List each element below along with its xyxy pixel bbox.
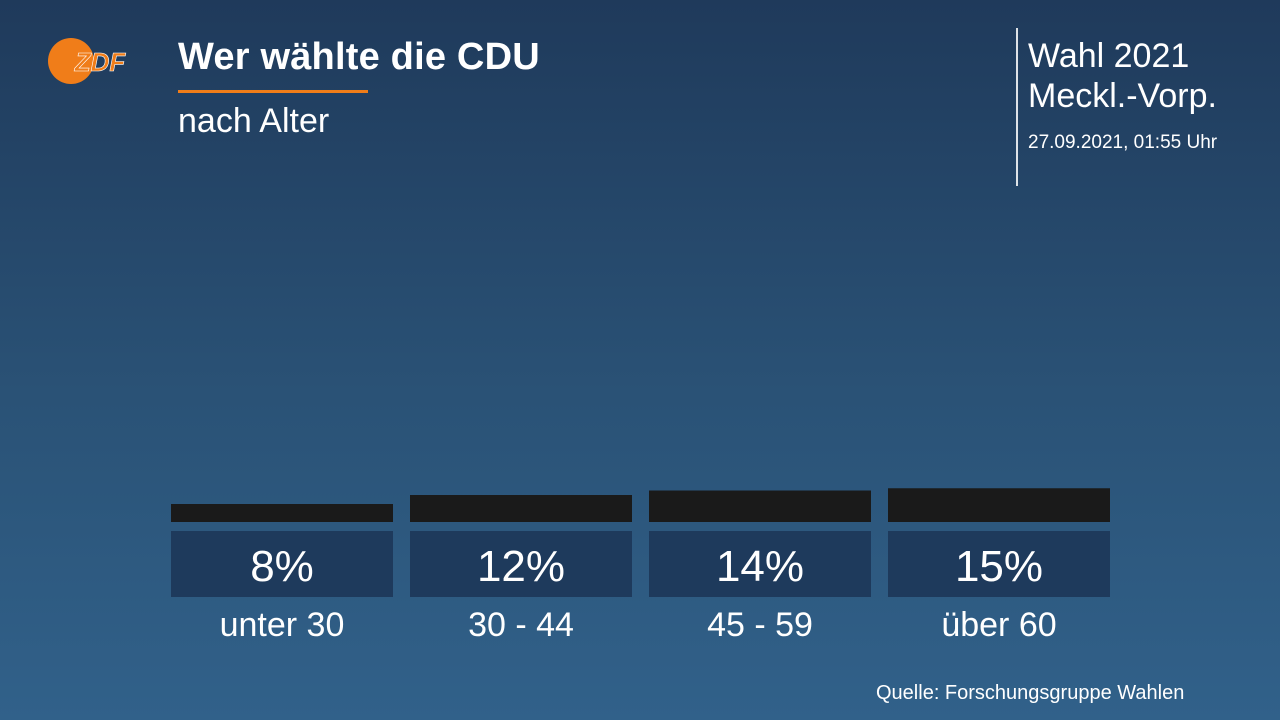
value-label-3: 14% bbox=[716, 542, 804, 591]
bar-4 bbox=[888, 488, 1110, 522]
zdf-logo: ZDF bbox=[48, 38, 127, 84]
value-label-4: 15% bbox=[955, 542, 1043, 591]
svg-text:ZDF: ZDF bbox=[74, 47, 127, 77]
value-label-1: 8% bbox=[250, 542, 314, 591]
category-label-1: unter 30 bbox=[220, 606, 345, 644]
value-label-2: 12% bbox=[477, 542, 565, 591]
value-box-2 bbox=[410, 531, 632, 597]
category-label-4: über 60 bbox=[941, 606, 1056, 644]
bar-3 bbox=[649, 490, 871, 522]
election-title: Wahl 2021 Meckl.-Vorp. bbox=[1028, 36, 1217, 116]
chart-subtitle: nach Alter bbox=[178, 102, 330, 140]
value-box-3 bbox=[649, 531, 871, 597]
category-label-3: 45 - 59 bbox=[707, 606, 813, 644]
category-label-2: 30 - 44 bbox=[468, 606, 574, 644]
source-note: Quelle: Forschungsgruppe Wahlen bbox=[876, 682, 1185, 704]
chart-title: Wer wählte die CDU bbox=[178, 36, 540, 78]
value-box-4 bbox=[888, 531, 1110, 597]
bar-2 bbox=[410, 495, 632, 522]
election-year: Wahl 2021 bbox=[1028, 37, 1190, 75]
title-underline bbox=[178, 90, 368, 93]
header-divider bbox=[1016, 28, 1018, 186]
election-region: Meckl.-Vorp. bbox=[1028, 77, 1217, 115]
value-box-1 bbox=[171, 531, 393, 597]
timestamp: 27.09.2021, 01:55 Uhr bbox=[1028, 132, 1218, 153]
bar-1 bbox=[171, 504, 393, 522]
